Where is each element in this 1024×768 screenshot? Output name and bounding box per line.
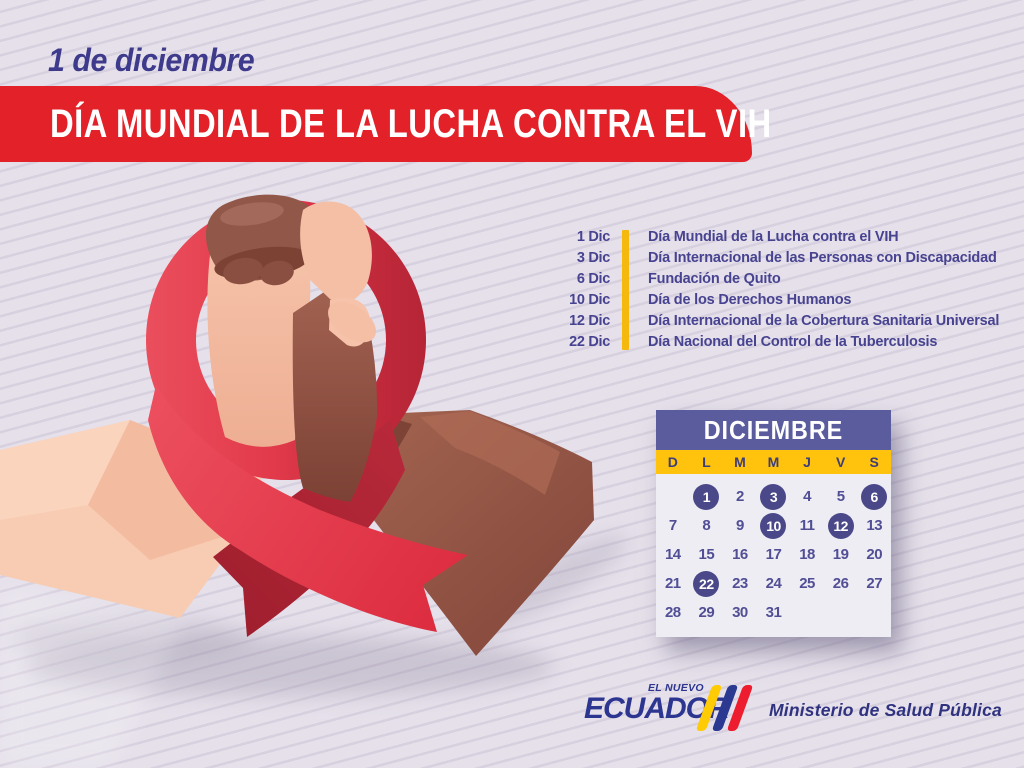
calendar-day: 20 <box>866 546 883 563</box>
date-label: 1 de diciembre <box>48 42 255 78</box>
calendar-day: 14 <box>664 546 681 563</box>
event-name: Día Internacional de la Cobertura Sanita… <box>648 312 1000 329</box>
calendar-day: 9 <box>736 517 744 534</box>
event-row: 3 Dic Día Internacional de las Personas c… <box>540 247 1010 268</box>
day-header: M <box>767 454 780 470</box>
calendar-day: 1 <box>690 482 724 511</box>
calendar-day: 13 <box>866 517 883 534</box>
event-row: 12 Dic Día Internacional de la Cobertura … <box>540 310 1010 331</box>
calendar-day: 19 <box>832 546 849 563</box>
event-row: 10 Dic Día de los Derechos Humanos <box>540 289 1010 310</box>
calendar-day: 7 <box>668 517 677 534</box>
events-list: 1 Dic Día Mundial de la Lucha contra el V… <box>540 226 1010 352</box>
event-date: 3 Dic <box>576 249 610 266</box>
clasped-hands <box>205 194 378 502</box>
calendar-empty-cell <box>857 598 891 627</box>
calendar-day: 25 <box>799 575 815 592</box>
event-name: Día de los Derechos Humanos <box>648 291 852 308</box>
calendar-day: 31 <box>765 604 782 621</box>
ministry-label: Ministerio de Salud Pública <box>769 700 1002 720</box>
calendar-day: 27 <box>866 575 883 592</box>
ribbon-tail-right <box>148 385 468 632</box>
day-header: M <box>734 454 746 470</box>
day-header: S <box>869 454 879 470</box>
yellow-divider <box>622 230 629 350</box>
calendar-day: 5 <box>836 488 845 505</box>
calendar-empty-cell <box>824 598 858 627</box>
calendar-day: 22 <box>690 569 724 598</box>
event-name: Fundación de Quito <box>648 270 781 287</box>
calendar-day: 17 <box>765 546 782 563</box>
calendar-day: 12 <box>824 511 858 540</box>
event-row: 22 Dic Día Nacional del Control de la Tub… <box>540 331 1010 352</box>
event-date: 12 Dic <box>569 312 610 329</box>
calendar-day: 29 <box>698 604 715 621</box>
calendar-day: 24 <box>765 575 782 592</box>
event-row: 6 Dic Fundación de Quito <box>540 268 1010 289</box>
calendar-day: 21 <box>664 575 681 592</box>
day-header: D <box>667 454 678 470</box>
calendar-day: 10 <box>757 511 791 540</box>
event-date: 10 Dic <box>569 291 610 308</box>
event-name: Día Internacional de las Personas con Di… <box>648 249 997 266</box>
calendar-month-label: DICIEMBRE <box>703 414 844 445</box>
calendar-grid: 1 2 3 4 5 6 7 8 9 10 11 12 13 14 15 16 17 18 19 20 21 22 23 24 2… <box>656 474 891 637</box>
calendar-day: 23 <box>732 575 748 592</box>
ecuador-logo: EL NUEVO ECUADOR <box>584 682 764 734</box>
event-name: Día Mundial de la Lucha contra el VIH <box>648 228 899 245</box>
calendar-day: 3 <box>757 482 791 511</box>
calendar-day: 30 <box>732 604 748 621</box>
calendar-day: 15 <box>698 546 715 563</box>
day-header: V <box>835 454 846 470</box>
page-title: DÍA MUNDIAL DE LA LUCHA CONTRA EL VIH <box>50 101 772 146</box>
calendar-day: 18 <box>799 546 815 563</box>
calendar-empty-cell <box>790 598 824 627</box>
calendar-day: 16 <box>732 546 748 563</box>
calendar-day: 2 <box>736 488 744 505</box>
flag-stripes-icon <box>695 685 754 731</box>
calendar-header: DICIEMBRE <box>656 410 891 450</box>
calendar-day: 11 <box>799 517 815 534</box>
title-banner: DÍA MUNDIAL DE LA LUCHA CONTRA EL VIH <box>0 86 771 162</box>
calendar-day: 28 <box>664 604 681 621</box>
calendar-day: 6 <box>857 482 891 511</box>
day-header: L <box>702 454 711 470</box>
calendar-day: 8 <box>702 517 711 534</box>
calendar-day: 4 <box>803 488 811 505</box>
event-row: 1 Dic Día Mundial de la Lucha contra el V… <box>540 226 1010 247</box>
calendar-empty-cell <box>656 482 690 511</box>
event-name: Día Nacional del Control de la Tuberculo… <box>648 333 938 350</box>
event-date: 6 Dic <box>576 270 610 287</box>
calendar-day: 26 <box>832 575 849 592</box>
logo-el-nuevo-text: EL NUEVO <box>648 682 704 694</box>
day-header: J <box>803 454 811 470</box>
event-date: 22 Dic <box>569 333 610 350</box>
event-date: 1 Dic <box>576 228 610 245</box>
